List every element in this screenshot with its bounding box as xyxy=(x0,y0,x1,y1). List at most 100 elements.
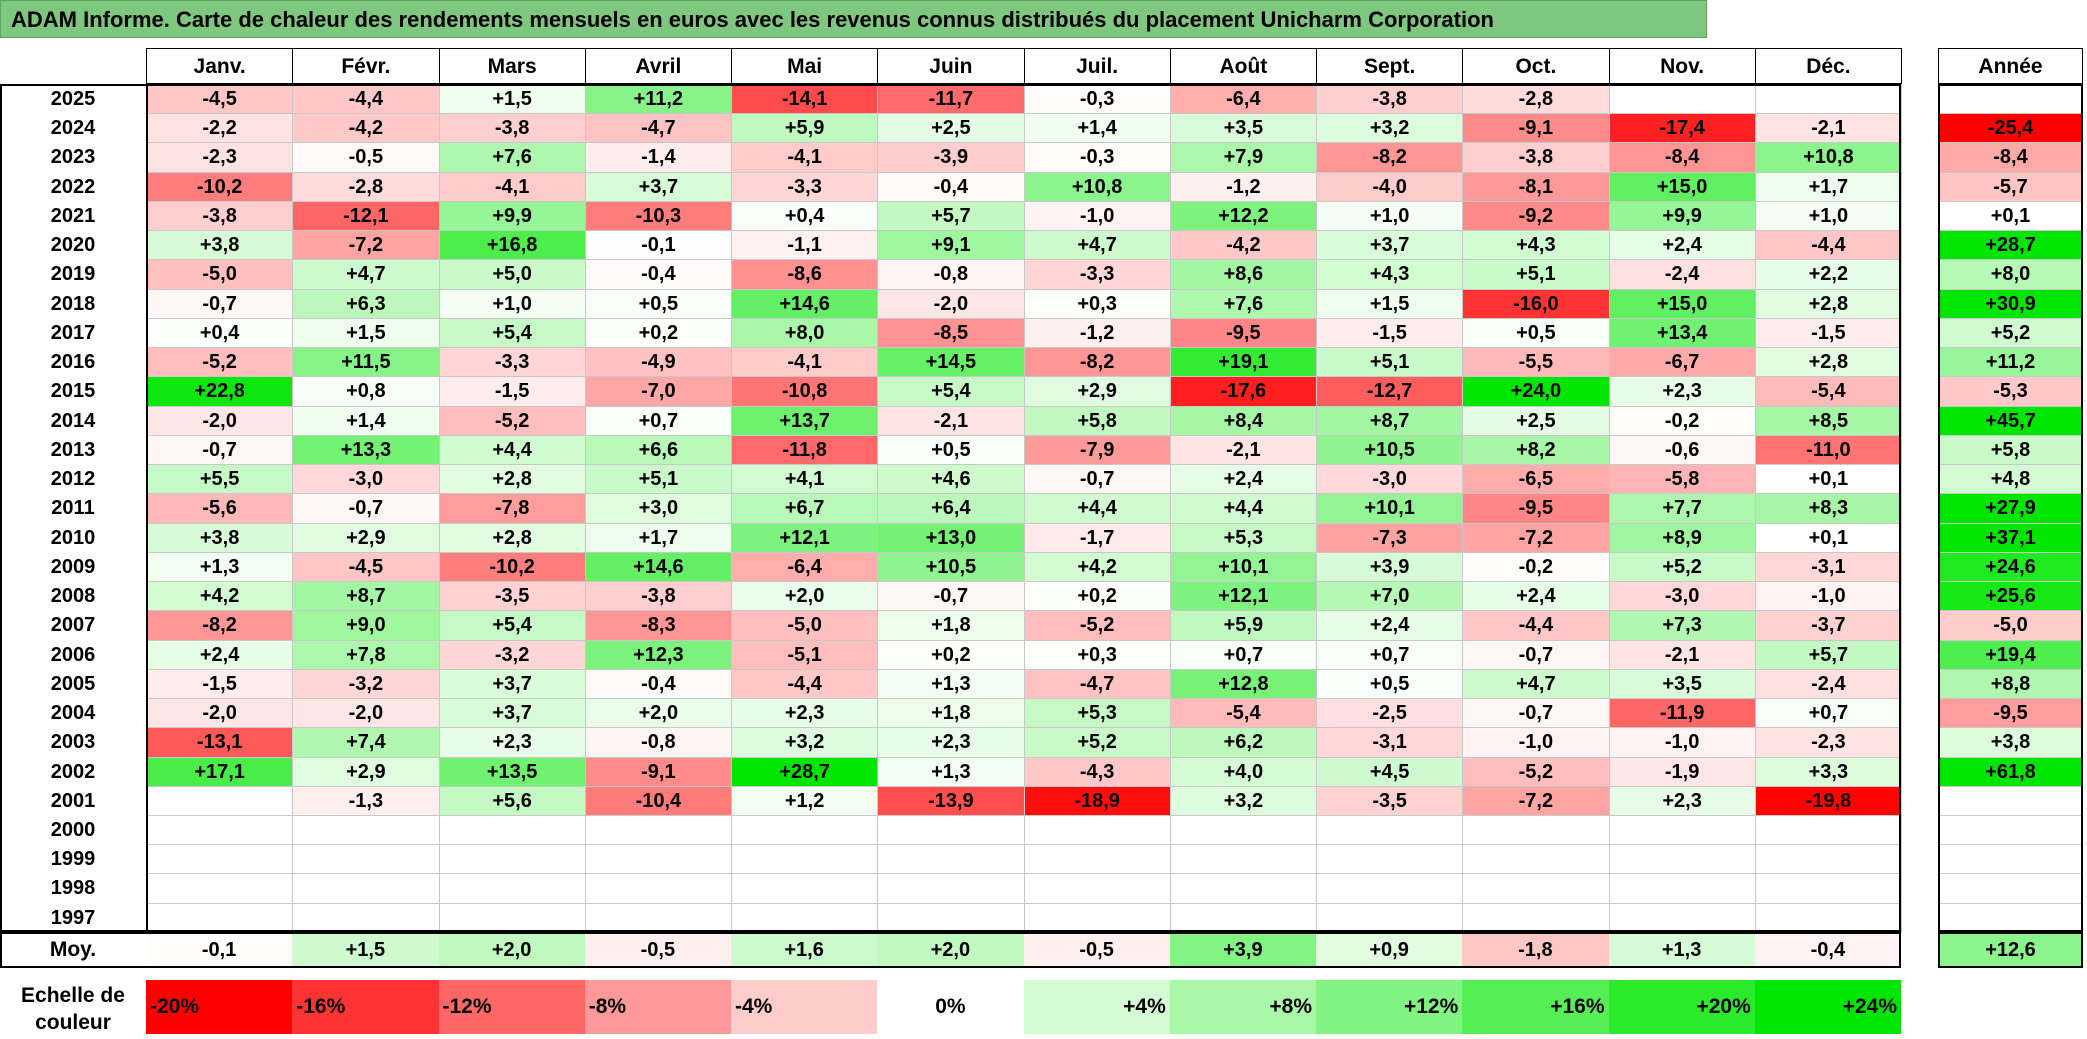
annual-cell: -5,0 xyxy=(1938,610,2083,641)
heatmap-cell xyxy=(1754,815,1902,846)
heatmap-cell: +0,7 xyxy=(584,405,732,436)
heatmap-cell: +4,0 xyxy=(1169,756,1317,787)
heatmap-cell: -5,0 xyxy=(731,610,879,641)
heatmap-cell: -3,3 xyxy=(731,171,879,202)
heatmap-cell: +8,9 xyxy=(1608,522,1756,553)
annual-cell: -9,5 xyxy=(1938,698,2083,729)
heatmap-cell: +4,7 xyxy=(1462,668,1610,700)
heatmap-cell: -5,1 xyxy=(731,639,879,670)
average-cell: +1,6 xyxy=(731,934,878,966)
heatmap-cell: -0,7 xyxy=(1462,639,1610,670)
heatmap-cell xyxy=(1169,844,1317,875)
heatmap-cell: +5,3 xyxy=(1023,698,1171,729)
heatmap-cell: -8,4 xyxy=(1608,142,1756,173)
heatmap-cell: -0,4 xyxy=(584,259,732,290)
heatmap-cell: -1,0 xyxy=(1754,581,1902,612)
color-scale-stop: +4% xyxy=(1023,980,1170,1034)
heatmap-cell: +4,6 xyxy=(877,464,1025,495)
heatmap-cell xyxy=(1608,844,1756,875)
heatmap-cell: -2,3 xyxy=(1754,727,1902,758)
heatmap-cell: -8,2 xyxy=(1023,347,1171,378)
heatmap-cell: -7,9 xyxy=(1023,434,1171,466)
heatmap-cell: +4,1 xyxy=(731,464,879,495)
heatmap-cell: +1,4 xyxy=(292,405,440,436)
heatmap-cell xyxy=(1754,873,1902,904)
heatmap-cell: +2,4 xyxy=(1608,230,1756,261)
heatmap-cell: -7,3 xyxy=(1316,522,1464,553)
heatmap-cell: +3,5 xyxy=(1608,668,1756,700)
heatmap-cell: +4,2 xyxy=(1023,551,1171,583)
heatmap-cell: -6,7 xyxy=(1608,347,1756,378)
heatmap-cell: +5,1 xyxy=(584,464,732,495)
heatmap-cell: -1,2 xyxy=(1023,317,1171,349)
heatmap-cell xyxy=(1608,902,1756,933)
heatmap-cell: -2,4 xyxy=(1754,668,1902,700)
heatmap-cell: +5,2 xyxy=(1023,727,1171,758)
heatmap-cell: +0,1 xyxy=(1754,522,1902,553)
heatmap-cell: -4,2 xyxy=(1169,230,1317,261)
heatmap-cell: -8,6 xyxy=(731,259,879,290)
heatmap-cell xyxy=(584,815,732,846)
heatmap-cell: -17,6 xyxy=(1169,376,1317,407)
annual-cell xyxy=(1938,785,2083,816)
heatmap-cell: +3,9 xyxy=(1316,551,1464,583)
heatmap-cell xyxy=(877,873,1025,904)
month-header: Déc. xyxy=(1754,48,1902,84)
heatmap-cell: -3,1 xyxy=(1316,727,1464,758)
heatmap-cell: +3,8 xyxy=(146,230,294,261)
heatmap-cell xyxy=(1169,873,1317,904)
heatmap-cell xyxy=(146,785,294,816)
heatmap-cell xyxy=(584,844,732,875)
heatmap-cell: +12,2 xyxy=(1169,200,1317,232)
heatmap-cell xyxy=(731,844,879,875)
color-scale-stop: +8% xyxy=(1169,980,1316,1034)
heatmap-cell: -0,3 xyxy=(1023,142,1171,173)
heatmap-cell: -4,5 xyxy=(292,551,440,583)
heatmap-cell: -3,1 xyxy=(1754,551,1902,583)
heatmap-cell: -13,1 xyxy=(146,727,294,758)
heatmap-cell: +0,7 xyxy=(1754,698,1902,729)
heatmap-cell: +10,8 xyxy=(1754,142,1902,173)
heatmap-cell xyxy=(292,902,440,933)
heatmap-cell: -3,3 xyxy=(1023,259,1171,290)
heatmap-cell: +2,4 xyxy=(1316,610,1464,641)
year-label: 2014 xyxy=(50,409,96,432)
month-header: Janv. xyxy=(146,48,294,84)
heatmap-cell: +12,1 xyxy=(1169,581,1317,612)
annual-cell: +5,2 xyxy=(1938,317,2083,349)
heatmap-cell: +3,3 xyxy=(1754,756,1902,787)
heatmap-cell: -3,0 xyxy=(292,464,440,495)
heatmap-cell: -2,0 xyxy=(292,698,440,729)
heatmap-cell: +2,8 xyxy=(438,522,586,553)
heatmap-cell: -1,5 xyxy=(1316,317,1464,349)
year-label: 2000 xyxy=(50,819,96,841)
heatmap-cell: -7,2 xyxy=(1462,785,1610,816)
heatmap-cell: +9,0 xyxy=(292,610,440,641)
color-scale-stop: +12% xyxy=(1316,980,1463,1034)
heatmap-cell: -2,0 xyxy=(146,405,294,436)
heatmap-cell: +2,8 xyxy=(1754,347,1902,378)
heatmap-cell: +17,1 xyxy=(146,756,294,787)
heatmap-cell: +2,9 xyxy=(292,522,440,553)
heatmap-cell: +5,9 xyxy=(731,113,879,144)
heatmap-cell: +13,0 xyxy=(877,522,1025,553)
heatmap-cell: +0,3 xyxy=(1023,288,1171,319)
heatmap-cell: -4,1 xyxy=(438,171,586,202)
heatmap-cell: +0,7 xyxy=(1316,639,1464,670)
annual-cell: -8,4 xyxy=(1938,142,2083,173)
average-cell: -0,5 xyxy=(1023,934,1170,966)
month-header: Sept. xyxy=(1316,48,1464,84)
color-scale-stop: 0% xyxy=(877,980,1024,1034)
heatmap-cell xyxy=(1754,902,1902,933)
heatmap-cell: +7,8 xyxy=(292,639,440,670)
heatmap-cell: -6,5 xyxy=(1462,464,1610,495)
month-header: Avril xyxy=(584,48,732,84)
color-scale-stop: -8% xyxy=(584,980,731,1034)
heatmap-cell xyxy=(146,815,294,846)
heatmap-cell: -2,2 xyxy=(146,113,294,144)
heatmap-cell xyxy=(1023,815,1171,846)
heatmap-cell: -1,0 xyxy=(1023,200,1171,232)
year-label: 2023 xyxy=(50,146,96,169)
heatmap-cell xyxy=(292,873,440,904)
heatmap-cell: +10,5 xyxy=(1316,434,1464,466)
